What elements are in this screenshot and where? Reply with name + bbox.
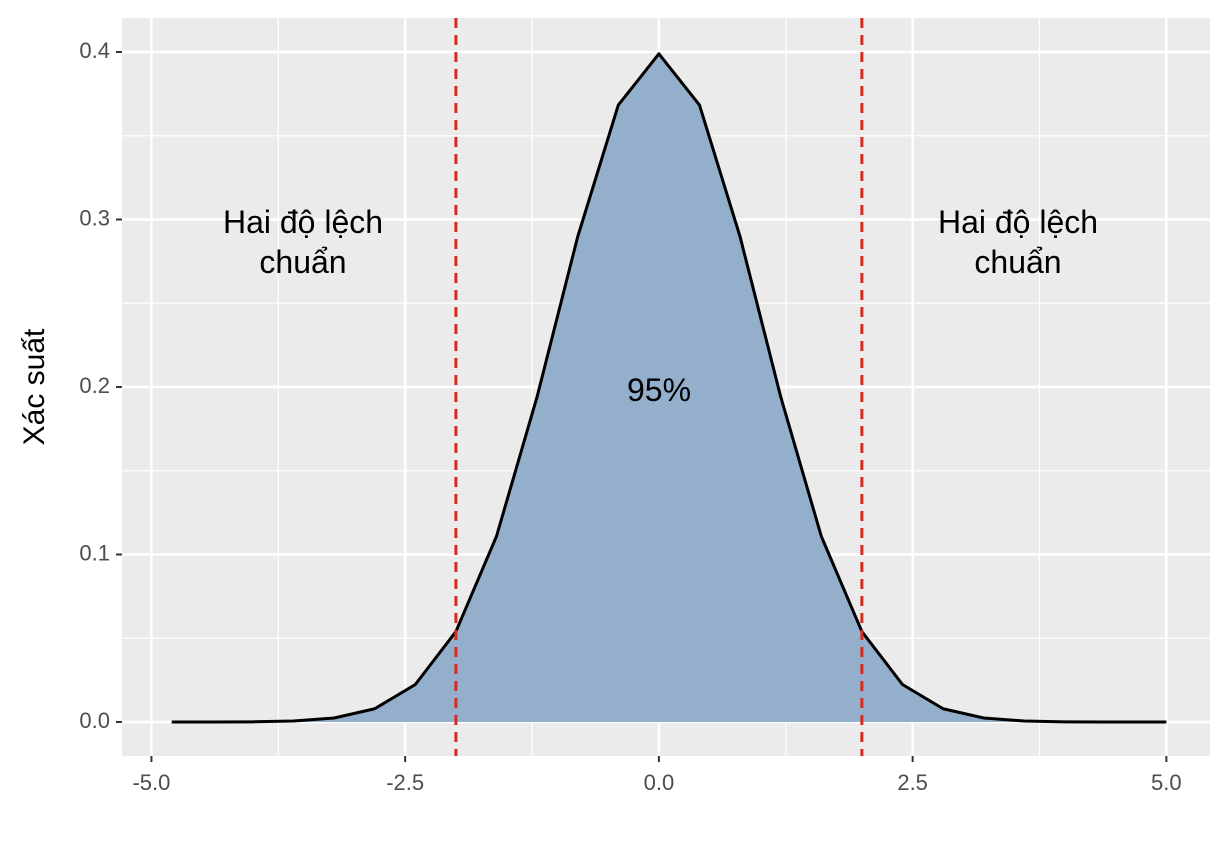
x-tick-label: 5.0 xyxy=(1151,770,1182,795)
annotation: Hai độ lệch chuẩn xyxy=(937,204,1099,280)
area xyxy=(171,53,1167,722)
y-axis-label: Xác suất xyxy=(18,328,51,445)
y-tick-label: 0.2 xyxy=(79,373,110,398)
annotation: Hai độ lệch chuẩn xyxy=(222,204,384,280)
y-tick-label: 0.4 xyxy=(79,38,110,63)
y-tick-label: 0.1 xyxy=(79,540,110,565)
y-tick-label: 0.0 xyxy=(79,708,110,733)
x-tick-label: 2.5 xyxy=(897,770,928,795)
y-tick-label: 0.3 xyxy=(79,205,110,230)
x-tick-label: 0.0 xyxy=(644,770,675,795)
x-tick-label: -5.0 xyxy=(132,770,170,795)
density-line xyxy=(171,52,1167,724)
annotation: 95% xyxy=(626,372,692,408)
x-tick-label: -2.5 xyxy=(386,770,424,795)
